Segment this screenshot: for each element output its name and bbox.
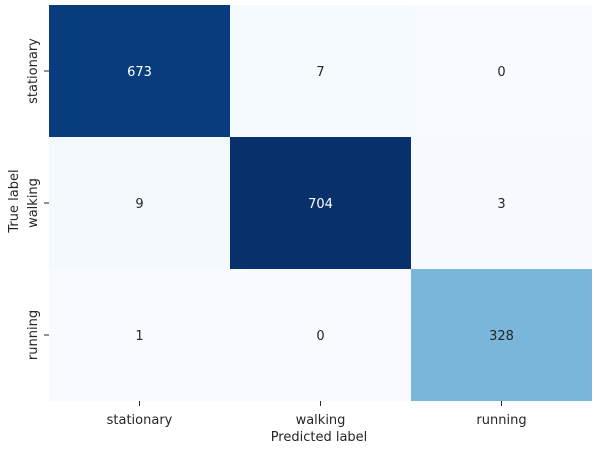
- ticks-layer: stationary walking running stationary walkin…: [26, 38, 527, 428]
- heatmap-cell-walking-stationary: [49, 137, 230, 269]
- y-tick-label: stationary: [26, 38, 41, 104]
- y-tick-label: running: [26, 310, 41, 360]
- cell-value-label: 1: [135, 329, 143, 344]
- cell-value-label: 673: [127, 65, 152, 80]
- cell-value-label: 7: [316, 65, 324, 80]
- heatmap-cell-stationary-running: [411, 5, 592, 137]
- x-tick-label: stationary: [107, 413, 173, 428]
- y-tick-label: walking: [26, 178, 41, 228]
- cell-value-label: 3: [497, 197, 505, 212]
- heatmap-cell-stationary-stationary: [49, 5, 230, 137]
- heatmap-cell-stationary-walking: [230, 5, 411, 137]
- cells-layer: 673 7 0 9 704 3 1 0 328: [49, 5, 592, 401]
- cell-value-label: 328: [489, 329, 514, 344]
- cell-value-label: 0: [497, 65, 505, 80]
- x-tick-label: running: [476, 413, 526, 428]
- cell-value-label: 704: [308, 197, 333, 212]
- heatmap-cell-walking-walking: [230, 137, 411, 269]
- x-axis-label: Predicted label: [271, 430, 368, 445]
- heatmap-cell-running-running: [411, 269, 592, 401]
- cell-value-label: 9: [135, 197, 143, 212]
- x-tick-label: walking: [296, 413, 346, 428]
- heatmap-cell-running-stationary: [49, 269, 230, 401]
- cell-value-label: 0: [316, 329, 324, 344]
- y-axis-label: True label: [7, 169, 22, 233]
- labels-layer: Predicted label True label: [7, 169, 367, 445]
- heatmap-cell-running-walking: [230, 269, 411, 401]
- heatmap-cell-walking-running: [411, 137, 592, 269]
